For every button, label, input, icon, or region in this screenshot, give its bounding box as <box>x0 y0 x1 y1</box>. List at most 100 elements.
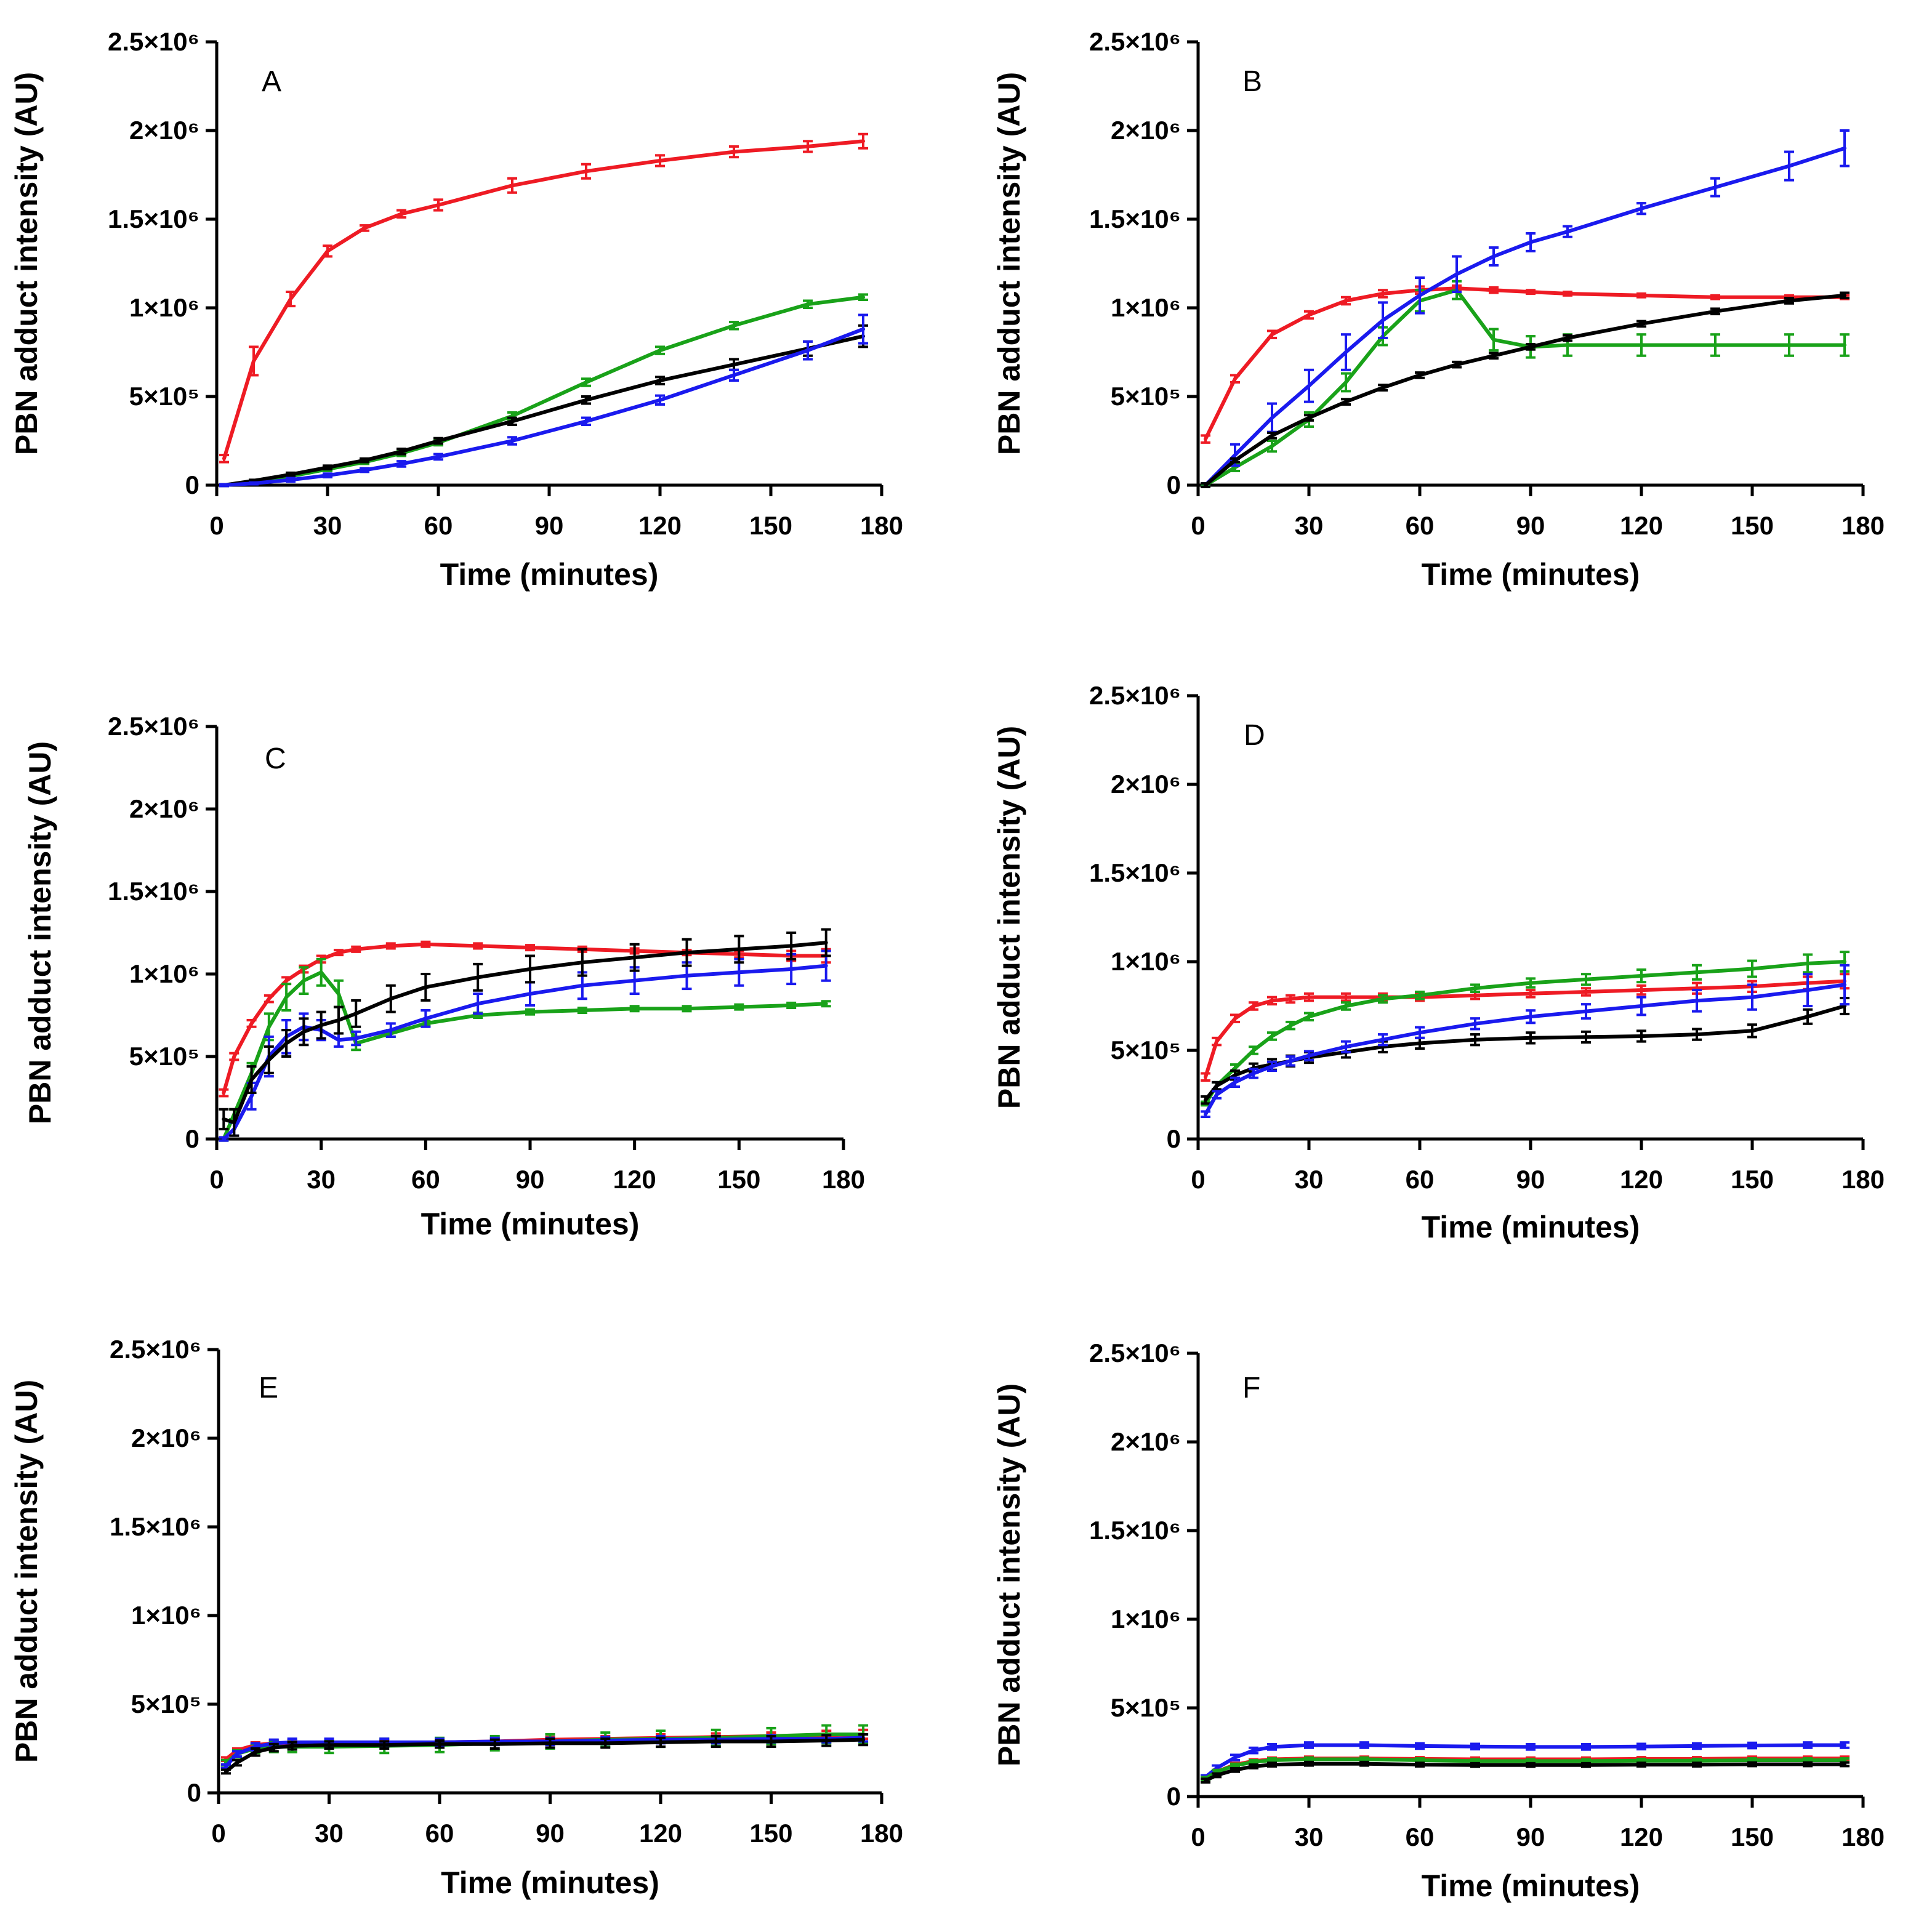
error-bar-black-d-11 <box>1526 1031 1536 1045</box>
series-line-blue-e <box>224 1736 866 1768</box>
x-tick-label-a-2: 60 <box>424 511 453 540</box>
x-tick-label-f-0: 0 <box>1191 1822 1205 1851</box>
error-bar-black-e-3 <box>268 1742 279 1753</box>
series-black-e <box>220 1733 869 1775</box>
error-bar-blue-d-17 <box>1840 964 1850 1006</box>
x-tick-label-c-3: 90 <box>516 1165 545 1194</box>
series-line-black-a <box>222 334 865 487</box>
x-tick-label-b-4: 120 <box>1620 511 1663 540</box>
y-tick-label-b-3: 1.5×10⁶ <box>1089 204 1181 233</box>
error-bar-black-f-15 <box>1840 1761 1850 1768</box>
series-line-black-c <box>222 941 828 1125</box>
y-axis-title-a: PBN adduct intensity (AU) <box>9 72 44 455</box>
error-bar-red-d-11 <box>1526 989 1536 999</box>
error-bar-blue-f-8 <box>1470 1742 1480 1751</box>
y-tick-label-b-1: 5×10⁵ <box>1111 382 1181 411</box>
error-bar-blue-a-12 <box>858 313 868 345</box>
y-tick-label-f-5: 2.5×10⁶ <box>1089 1338 1181 1367</box>
error-bar-red-a-10 <box>729 145 739 159</box>
error-bar-black-a-9 <box>655 376 665 385</box>
x-axis-title-d: Time (minutes) <box>1422 1210 1640 1244</box>
error-bar-blue-f-4 <box>1267 1743 1277 1751</box>
panel-letter-a: A <box>262 65 281 98</box>
error-bar-black-b-3 <box>1304 414 1314 422</box>
y-axis-title-b: PBN adduct intensity (AU) <box>992 72 1026 455</box>
error-bar-red-a-3 <box>323 244 332 258</box>
series-line-green-c <box>222 970 828 1141</box>
error-bar-red-a-6 <box>433 198 443 212</box>
error-bar-green-c-12 <box>525 1008 535 1016</box>
error-bar-blue-b-8 <box>1489 246 1499 267</box>
error-bar-green-c-15 <box>682 1005 692 1013</box>
x-tick-label-b-3: 90 <box>1516 511 1545 540</box>
error-bar-black-f-10 <box>1581 1761 1591 1768</box>
error-bar-black-c-1 <box>229 1108 240 1137</box>
error-bar-blue-f-15 <box>1840 1741 1850 1749</box>
x-tick-label-d-1: 30 <box>1295 1165 1324 1194</box>
x-tick-label-e-2: 60 <box>425 1819 454 1848</box>
error-bar-red-d-0 <box>1201 1072 1210 1082</box>
error-bar-green-b-8 <box>1489 328 1499 352</box>
error-bar-red-b-12 <box>1710 294 1720 300</box>
error-bar-green-a-12 <box>858 293 868 302</box>
error-bar-black-f-7 <box>1415 1761 1425 1768</box>
error-bar-black-f-14 <box>1803 1761 1813 1768</box>
error-bar-blue-f-10 <box>1581 1743 1591 1751</box>
x-tick-label-c-1: 30 <box>307 1165 336 1194</box>
error-bar-black-e-8 <box>489 1738 500 1750</box>
x-tick-label-c-0: 0 <box>209 1165 223 1194</box>
error-bar-green-b-14 <box>1840 333 1850 357</box>
panel-e: 0 30 60 90 120 150 180 0 5×10⁵ 1×10⁶ 1.5×10⁶ 2×10⁶ 2… <box>9 1335 903 1900</box>
y-tick-label-f-1: 5×10⁵ <box>1111 1693 1181 1722</box>
error-bar-black-c-10 <box>421 973 431 1002</box>
error-bar-blue-c-11 <box>473 992 483 1015</box>
error-bar-red-a-8 <box>581 163 591 180</box>
x-tick-label-b-5: 150 <box>1731 511 1774 540</box>
x-tick-label-e-3: 90 <box>536 1819 565 1848</box>
series-line-red-c <box>222 942 828 1095</box>
error-bar-black-b-13 <box>1784 297 1794 305</box>
series-black-f <box>1201 1760 1850 1784</box>
error-bar-blue-a-10 <box>729 368 739 382</box>
error-bar-black-d-14 <box>1692 1028 1702 1041</box>
error-bar-red-c-0 <box>219 1088 229 1098</box>
error-bar-green-d-5 <box>1286 1020 1295 1031</box>
x-axis-title-a: Time (minutes) <box>440 557 659 592</box>
series-green-f <box>1201 1756 1850 1782</box>
error-bar-black-e-4 <box>287 1741 297 1751</box>
error-bar-red-d-3 <box>1249 1001 1258 1011</box>
x-tick-label-c-5: 150 <box>717 1165 760 1194</box>
error-bar-blue-f-9 <box>1526 1743 1536 1751</box>
error-bar-black-b-7 <box>1452 360 1462 369</box>
y-tick-label-b-2: 1×10⁶ <box>1111 293 1181 322</box>
error-bar-black-b-1 <box>1230 457 1240 464</box>
panel-b: 0 30 60 90 120 150 180 0 5×10⁵ 1×10⁶ 1.5×10⁶ 2×10⁶ 2… <box>992 27 1885 592</box>
error-bar-blue-f-5 <box>1304 1741 1314 1749</box>
error-bar-black-c-11 <box>473 962 483 992</box>
panel-letter-d: D <box>1244 719 1265 752</box>
error-bar-black-a-8 <box>581 395 591 405</box>
y-tick-label-d-5: 2.5×10⁶ <box>1089 681 1181 710</box>
error-bar-black-f-4 <box>1267 1761 1277 1768</box>
x-axis-title-c: Time (minutes) <box>421 1207 640 1241</box>
error-bar-blue-c-9 <box>385 1022 396 1038</box>
error-bar-black-f-9 <box>1526 1761 1536 1768</box>
error-bar-blue-a-2 <box>286 477 296 483</box>
error-bar-red-a-0 <box>219 454 229 464</box>
series-line-black-e <box>224 1737 866 1774</box>
x-tick-label-e-4: 120 <box>639 1819 682 1848</box>
x-tick-label-e-1: 30 <box>315 1819 344 1848</box>
error-bar-blue-d-11 <box>1526 1009 1536 1024</box>
error-bar-black-b-9 <box>1526 343 1536 351</box>
error-bar-blue-a-1 <box>249 481 259 486</box>
error-bar-blue-a-6 <box>433 453 443 461</box>
error-bar-red-a-5 <box>396 209 406 219</box>
error-bar-blue-d-0 <box>1201 1110 1210 1118</box>
error-bar-green-d-8 <box>1378 994 1388 1004</box>
y-tick-label-b-0: 0 <box>1167 470 1181 499</box>
error-bar-green-c-14 <box>629 1005 640 1013</box>
error-bar-black-e-11 <box>656 1736 666 1749</box>
y-tick-label-c-0: 0 <box>185 1124 199 1153</box>
x-axis-title-e: Time (minutes) <box>441 1866 659 1900</box>
